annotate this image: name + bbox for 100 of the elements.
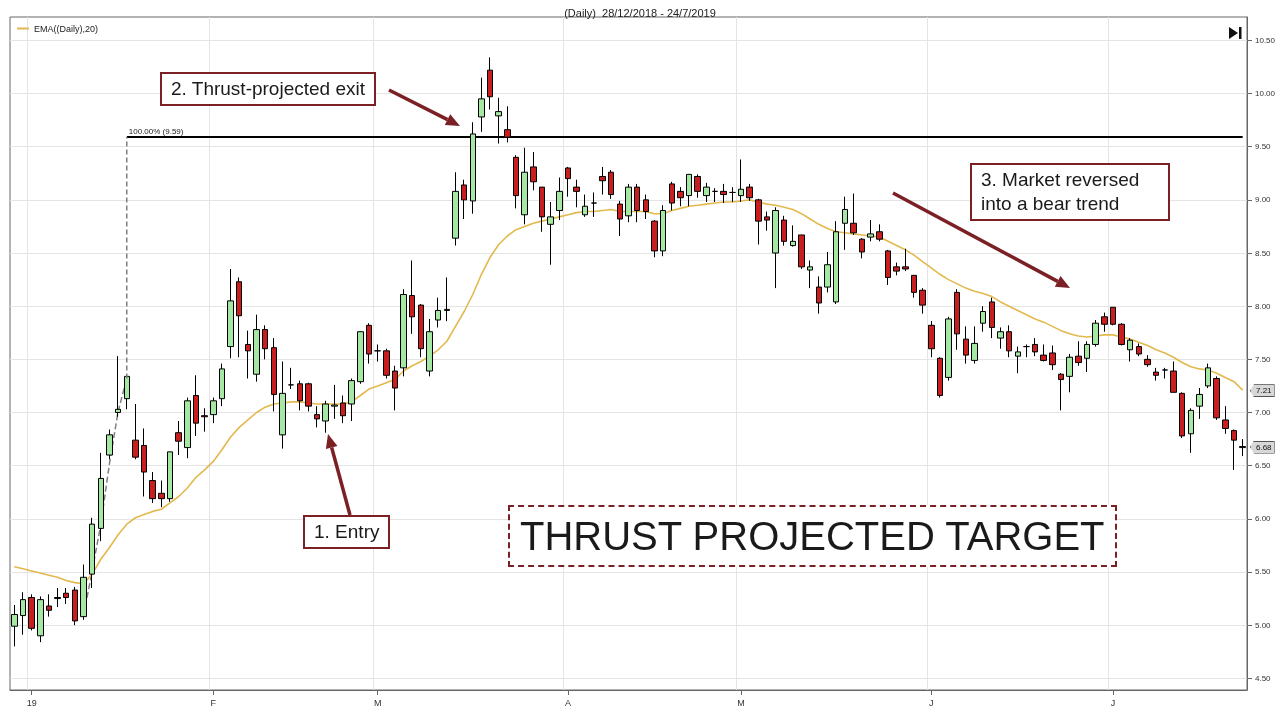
candlestick [461,179,467,220]
candlestick [1162,367,1168,379]
candlestick [227,268,234,359]
candlestick [997,326,1004,350]
candlestick [694,173,701,199]
x-tick-label: M [373,697,382,708]
candlestick [1196,387,1203,420]
candlestick [20,591,26,636]
candlestick [720,183,727,204]
candlestick [582,194,588,218]
candlestick [599,166,606,196]
candlestick [521,147,528,225]
candlestick [297,380,303,411]
y-tick-label: 9.00 [1255,195,1272,205]
annotation: 6.68 [1250,440,1275,454]
candlestick [54,587,61,608]
candlestick [807,259,813,289]
candlestick [867,219,874,242]
candlestick [989,297,995,339]
candlestick [902,248,909,272]
x-tick-label: 19 [26,697,37,708]
candlestick [677,186,684,207]
x-tick-label: A [564,697,571,708]
candlestick [712,187,718,203]
candlestick [893,262,900,276]
candlestick [383,348,390,379]
candlestick [669,181,675,211]
candlestick [115,355,121,418]
candlestick [158,480,165,508]
y-tick-label: 6.50 [1255,461,1272,471]
candlestick [1101,312,1108,333]
y-tick-label: 9.50 [1255,142,1272,152]
candlestick [937,356,943,399]
candlestick [824,251,831,293]
candlestick [971,325,978,365]
candlestick [764,211,770,232]
candlestick [478,77,485,133]
candlestick [63,587,69,605]
annotation: THRUST PROJECTED TARGET [508,505,1117,567]
y-tick-label: 4.50 [1255,673,1272,683]
candlestick [348,377,355,422]
candlestick [945,316,952,382]
y-tick-label: 8.50 [1255,248,1272,258]
candlestick [686,173,692,207]
candlestick [141,427,147,497]
candlestick [928,320,935,358]
candlestick [1110,306,1116,326]
candlestick [573,179,580,208]
candlestick [193,374,199,437]
candlestick [833,220,839,305]
candlestick [210,397,217,424]
candlestick [400,288,407,377]
candlestick [1092,319,1099,348]
candlestick [617,200,623,237]
candlestick [816,275,822,315]
candlestick [426,318,433,377]
candlestick [72,586,78,626]
x-tick-label: J [929,697,934,708]
candlestick [452,171,459,247]
candlestick [1127,337,1133,362]
candlestick [539,186,545,233]
candlestick [954,288,960,351]
candlestick [703,182,710,203]
candlestick [911,274,917,299]
candlestick [660,204,666,257]
candlestick [643,194,649,220]
candlestick [842,196,848,251]
candlestick [374,343,381,362]
candlestick [236,276,242,358]
candlestick [1023,343,1030,358]
line-series [13,199,1244,585]
candlestick [963,325,969,365]
annotation: 3. Market reversed into a bear trend [970,163,1170,221]
candlestick [798,234,805,270]
candlestick [755,198,762,246]
candlestick [1144,354,1151,368]
candlestick [366,322,372,365]
candlestick [1049,345,1056,371]
candlestick [634,183,640,223]
candlestick [175,420,182,456]
candlestick [132,403,139,460]
y-tick-label: 7.00 [1255,408,1272,418]
candlestick [487,56,493,110]
candlestick [392,365,398,411]
candlestick [738,158,744,203]
legend-label: EMA((Daily),20) [34,23,99,34]
candlestick [1213,375,1220,421]
candlestick [919,287,926,315]
y-tick-label: 10.50 [1255,35,1276,45]
candlestick [46,593,52,618]
y-tick-label: 6.00 [1255,514,1272,524]
candlestick [547,201,554,266]
candlestick [591,191,597,218]
x-tick-label: J [1110,697,1116,708]
y-tick-label: 7.50 [1255,354,1272,364]
candlestick [37,595,44,643]
y-tick-label: 10.00 [1255,89,1276,99]
candlestick [253,314,260,383]
candlestick [444,276,450,322]
candlestick [746,183,753,202]
